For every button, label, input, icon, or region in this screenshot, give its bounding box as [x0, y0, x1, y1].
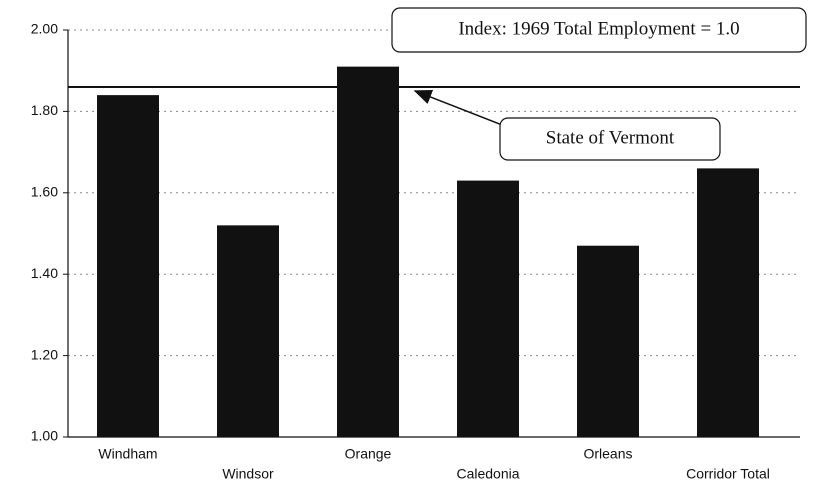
bar — [337, 66, 399, 437]
bar — [577, 245, 639, 437]
y-tick-label: 1.00 — [31, 428, 58, 444]
y-tick-label: 1.40 — [31, 265, 58, 281]
x-tick-label: Windham — [98, 446, 157, 462]
x-tick-label: Caledonia — [456, 466, 519, 482]
bar — [697, 168, 759, 437]
bar — [97, 95, 159, 438]
y-tick-label: 1.60 — [31, 184, 58, 200]
annotation-box — [391, 7, 807, 53]
y-tick-label: 1.20 — [31, 346, 58, 362]
x-tick-label: Corridor Total — [686, 466, 770, 482]
x-tick-label: Orange — [345, 446, 392, 462]
reference-label-box — [499, 117, 721, 161]
y-tick-label: 2.00 — [31, 21, 58, 37]
x-tick-label: Orleans — [583, 446, 632, 462]
annotation: Index: 1969 Total Employment = 1.0 — [458, 18, 739, 39]
bar — [457, 180, 519, 437]
y-tick-label: 1.80 — [31, 102, 58, 118]
x-tick-label: Windsor — [222, 466, 274, 482]
bar — [217, 225, 279, 437]
reference-label: State of Vermont — [546, 127, 675, 148]
